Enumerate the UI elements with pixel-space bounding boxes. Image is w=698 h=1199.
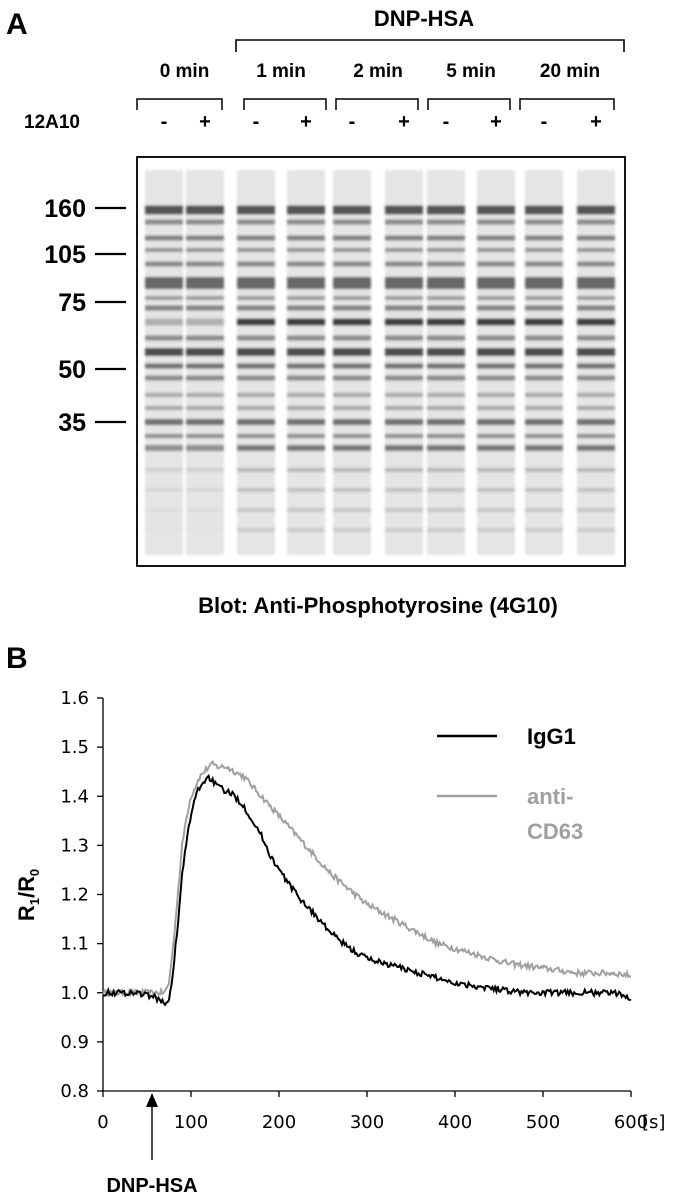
mw-marker-label: 50: [58, 356, 86, 384]
legend-label-anti-cd63-line2: CD63: [527, 819, 583, 844]
series-line-igg1: [102, 773, 632, 1007]
y-tick-label: 1.0: [60, 983, 89, 1004]
x-tick-label: 200: [262, 1112, 296, 1133]
x-tick-label: 100: [174, 1112, 208, 1133]
y-tick-label: 0.9: [60, 1032, 89, 1053]
lane-sign: -: [349, 111, 356, 133]
y-tick-label: 1.4: [60, 786, 89, 807]
lane-group-bracket: [427, 98, 511, 110]
lane-sign: -: [253, 111, 260, 133]
panel-b-label: B: [6, 642, 28, 675]
y-tick-label: 1.3: [60, 835, 89, 856]
lane-sign: +: [590, 111, 602, 133]
x-axis-unit: [s]: [642, 1112, 665, 1133]
panel-a: A DNP-HSA 0 min 1 min 2 min 5 min 20 min 12A…: [6, 6, 626, 618]
treatment-bracket: [235, 39, 625, 52]
series-line-anti-cd63: [102, 760, 632, 998]
mw-marker-label: 75: [58, 289, 86, 317]
lane-group-bracket: [335, 98, 419, 110]
lane-signs: - + - + - + - + - +: [161, 111, 602, 133]
mw-marker-label: 35: [58, 409, 86, 437]
legend-label-anti-cd63-line1: anti-: [527, 784, 573, 809]
timepoint-labels: 0 min 1 min 2 min 5 min 20 min: [160, 61, 600, 82]
y-tick-label: 1.6: [60, 688, 89, 709]
y-tick-label: 1.5: [60, 737, 89, 758]
lane-sign: -: [541, 111, 548, 133]
x-tick-label: 300: [350, 1112, 384, 1133]
mw-markers: 160 105 75 50 35: [44, 195, 126, 437]
timepoint-label: 2 min: [353, 61, 403, 82]
mw-marker-label: 160: [44, 195, 86, 223]
x-ticks: 0 100 200 300 400 500 600: [97, 1091, 648, 1133]
timepoint-label: 5 min: [446, 61, 496, 82]
timepoint-label: 0 min: [160, 61, 210, 82]
y-ticks: 0.8 0.9 1.0 1.1 1.2 1.3 1.4 1.5 1.6: [60, 688, 103, 1102]
panel-b: B R1/R0 0.8 0.9 1.0 1.1 1.2 1.3 1.4 1.5 1.6 0 100…: [6, 642, 665, 1197]
western-blot-image: [136, 156, 626, 567]
y-tick-label: 0.8: [60, 1081, 89, 1102]
lane-sign: -: [443, 111, 450, 133]
x-tick-label: 600: [614, 1112, 648, 1133]
lane-sign: +: [490, 111, 502, 133]
timepoint-label: 1 min: [256, 61, 306, 82]
x-tick-label: 0: [97, 1112, 108, 1133]
lane-group-bracket: [136, 98, 223, 110]
x-tick-label: 400: [438, 1112, 472, 1133]
blot-caption: Blot: Anti-Phosphotyrosine (4G10): [198, 593, 558, 618]
y-tick-label: 1.1: [60, 934, 89, 955]
y-tick-label: 1.2: [60, 885, 89, 906]
lane-sign: +: [300, 111, 312, 133]
stimulus-label: DNP-HSA: [106, 1175, 197, 1197]
stimulus-arrow: [146, 1093, 158, 1160]
legend-label-igg1: IgG1: [527, 724, 576, 749]
legend: IgG1 anti- CD63: [437, 724, 583, 844]
lane-sign: -: [161, 111, 168, 133]
lane-sign: +: [199, 111, 211, 133]
panel-a-label: A: [6, 8, 28, 41]
x-tick-label: 500: [526, 1112, 560, 1133]
mw-marker-label: 105: [44, 241, 86, 269]
antibody-row-label: 12A10: [24, 112, 80, 133]
lane-brackets: [136, 98, 615, 110]
treatment-label: DNP-HSA: [374, 6, 474, 31]
timepoint-label: 20 min: [540, 61, 600, 82]
lane-group-bracket: [519, 98, 615, 110]
lane-sign: +: [398, 111, 410, 133]
plot-area: [102, 760, 632, 1007]
y-axis-title: R1/R0: [14, 869, 42, 921]
lane-group-bracket: [243, 98, 327, 110]
